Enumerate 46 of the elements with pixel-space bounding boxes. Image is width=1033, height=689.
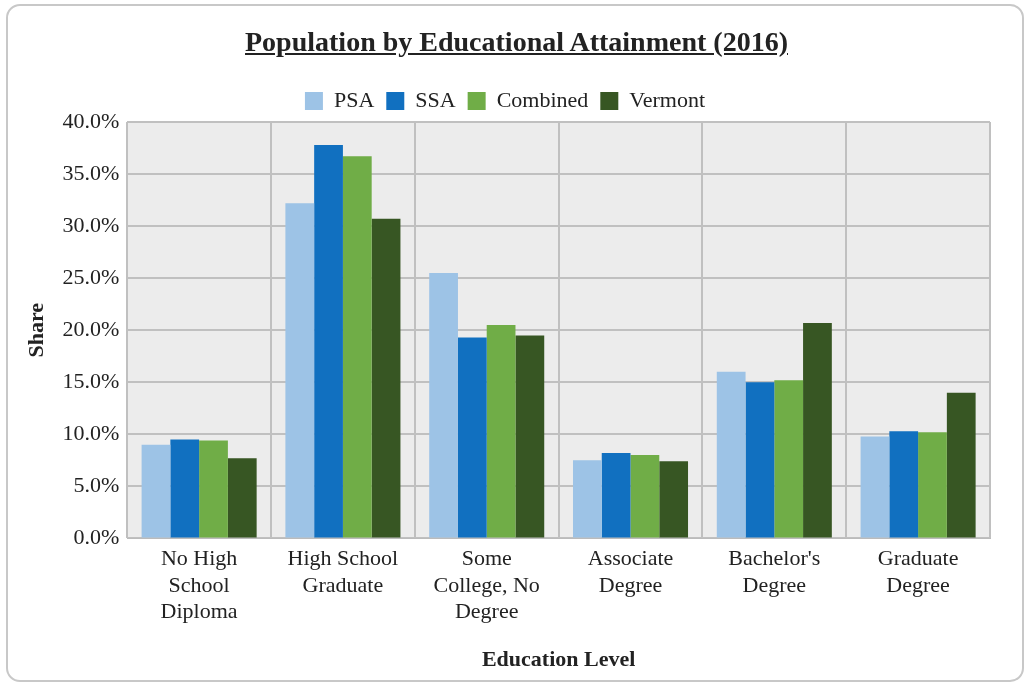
y-tick-label: 10.0% [62,420,120,446]
bar [515,335,545,538]
bar [745,382,775,538]
y-tick-label: 15.0% [62,368,120,394]
x-tick-label: Some College, No Degree [433,545,540,624]
bar [170,439,200,538]
legend-label: Vermont [629,86,706,112]
bar [659,461,689,538]
bar [774,380,804,538]
y-tick-label: 30.0% [62,211,120,237]
legend-label: Combined [496,86,589,112]
bar [946,392,976,538]
bar [429,272,458,538]
bar [860,436,890,538]
bar [141,444,171,538]
bar [601,453,631,538]
bar [457,337,487,538]
x-tick-label: No High School Diploma [160,545,238,624]
x-axis-title: Education Level [481,646,636,672]
x-tick-label: Graduate Degree [877,545,959,597]
bar [486,325,516,538]
bar [227,458,257,538]
x-tick-label: Associate Degree [587,545,674,597]
y-tick-label: 40.0% [62,107,120,133]
bar [630,455,660,538]
bar [285,203,315,538]
chart-title: Population by Educational Attainment (2016) [244,26,789,58]
bar [716,371,746,538]
y-tick-label: 0.0% [73,524,120,550]
legend-label: SSA [415,86,456,112]
bar [803,322,832,538]
bar [371,218,401,538]
bar [342,156,372,538]
y-tick-label: 35.0% [62,159,120,185]
bar [889,431,919,538]
legend-label: PSA [333,86,375,112]
y-tick-label: 20.0% [62,315,120,341]
x-tick-label: Bachelor's Degree [728,545,821,597]
bar [314,144,343,538]
x-tick-label: High School Graduate [287,545,399,597]
y-tick-label: 5.0% [73,472,120,498]
y-axis-title: Share [22,302,48,358]
y-tick-label: 25.0% [62,263,120,289]
bar [572,460,602,538]
bar [199,440,228,538]
bar [918,432,947,538]
